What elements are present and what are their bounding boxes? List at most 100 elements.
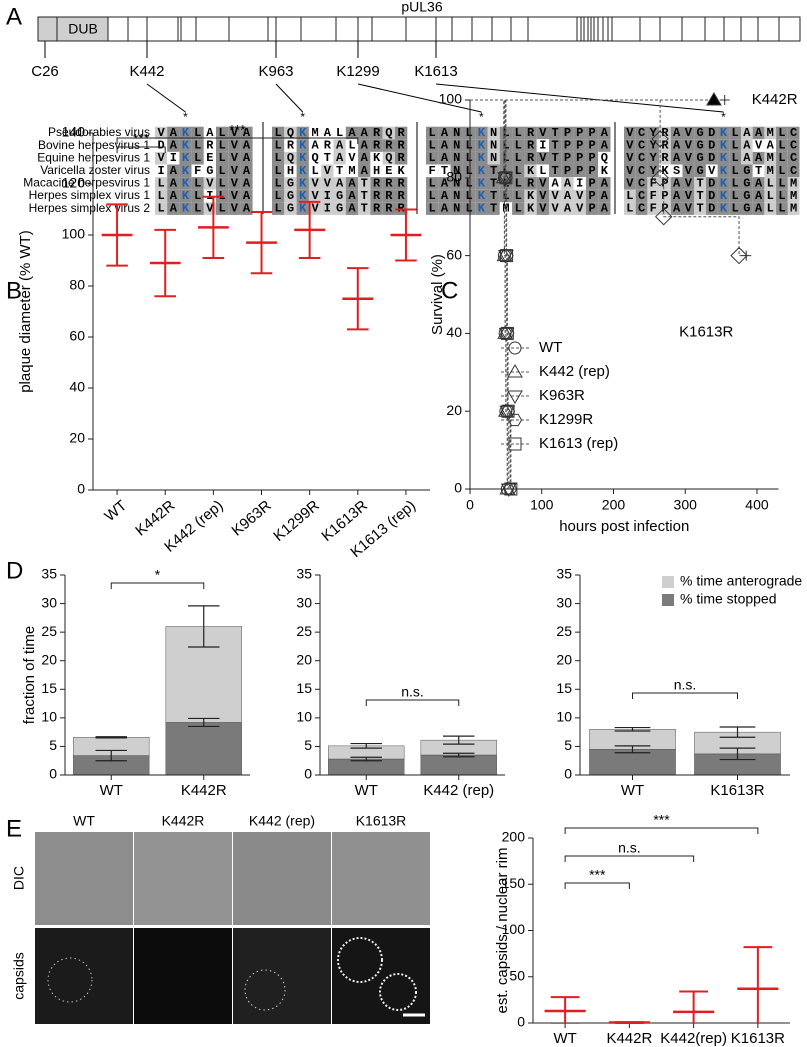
residue-shade	[155, 177, 168, 190]
residue-shade	[475, 126, 488, 140]
residue-shade	[499, 126, 513, 140]
residue-shade	[787, 202, 800, 215]
residue-shade	[358, 189, 371, 203]
survival-marker	[499, 405, 516, 420]
residue-shade	[729, 126, 741, 140]
residue-shade	[296, 164, 309, 178]
comparison-bracket	[564, 855, 695, 862]
site-connector	[357, 83, 482, 113]
residue-shade	[647, 189, 660, 203]
residue-shade	[450, 126, 463, 140]
residue-shade	[561, 139, 574, 152]
y-tick-label: 60	[69, 328, 85, 344]
site-label: K442	[129, 63, 164, 80]
panel-label: C	[441, 277, 458, 304]
residue-shade	[549, 177, 562, 190]
residue-shade	[475, 202, 488, 215]
residue-shade	[561, 202, 574, 215]
residue-shade	[167, 151, 180, 165]
y-tick-label: 20	[69, 430, 85, 446]
residue-shade	[573, 126, 586, 140]
residue-shade	[438, 151, 451, 165]
error-bar	[614, 745, 651, 754]
residue-shade	[741, 126, 753, 140]
x-tick-label: WT	[100, 782, 123, 799]
residue-shade	[358, 139, 371, 152]
residue-shade	[717, 202, 730, 215]
legend-label: % time stopped	[680, 591, 777, 607]
bar-segment	[165, 722, 242, 776]
legend-marker	[508, 341, 522, 355]
residue-shade	[228, 126, 241, 140]
residue-shade	[308, 189, 322, 203]
residue-shade	[426, 189, 439, 203]
y-tick-label: 5	[49, 737, 57, 753]
residue-shade	[741, 139, 753, 152]
residue-shade	[345, 126, 359, 140]
error-bar	[719, 726, 756, 738]
residue-shade	[395, 151, 408, 165]
residue-shade	[475, 139, 488, 152]
y-tick-label: 200	[502, 829, 526, 845]
error-cap	[250, 211, 273, 275]
residue-shade	[573, 139, 586, 152]
error-cap	[395, 208, 417, 262]
legend-label: WT	[539, 339, 562, 356]
survival-line	[470, 99, 508, 489]
residue-shade	[426, 202, 439, 215]
residue-shade	[284, 151, 297, 165]
residue-shade	[524, 164, 537, 178]
y-tick-label: 25	[41, 623, 57, 639]
species-label: Varicella zoster virus	[40, 163, 150, 177]
residue-shade	[764, 126, 777, 140]
survival-marker	[651, 130, 669, 148]
residue-shade	[670, 202, 683, 215]
residue-shade	[598, 189, 611, 203]
residue-shade	[240, 151, 253, 165]
residue-shade	[203, 177, 216, 190]
residue-shade	[670, 189, 683, 203]
residue-shade	[624, 151, 636, 165]
species-label: Herpes simplex virus 2	[29, 201, 151, 215]
residue-shade	[296, 202, 309, 215]
y-tick-label: 0	[49, 766, 57, 782]
y-tick-label: 35	[41, 566, 57, 582]
x-tick-label: WT	[101, 497, 130, 525]
residue-shade	[659, 126, 671, 140]
residue-shade	[524, 177, 537, 190]
residue-shade	[240, 139, 253, 152]
residue-shade	[659, 151, 671, 165]
x-tick-label: 100	[530, 497, 554, 513]
species-label: Equine herpesvirus 1	[37, 150, 150, 164]
residue-shade	[450, 189, 463, 203]
residue-shade	[296, 189, 309, 203]
residue-shade	[333, 177, 346, 190]
residue-shade	[549, 151, 562, 165]
residue-shade	[216, 126, 229, 140]
comparison-bracket	[564, 827, 759, 834]
x-tick-label: K442 (rep)	[423, 782, 494, 799]
residue-shade	[573, 151, 586, 165]
residue-shade	[635, 202, 648, 215]
y-tick-label: 25	[556, 623, 572, 639]
residue-shade	[216, 202, 229, 215]
residue-shade	[752, 202, 765, 215]
residue-shade	[585, 151, 599, 165]
residue-shade	[536, 202, 549, 215]
residue-shade	[450, 151, 463, 165]
residue-shade	[462, 126, 476, 140]
residue-shade	[694, 202, 706, 215]
residue-shade	[647, 126, 660, 140]
residue-shade	[228, 189, 241, 203]
residue-shade	[624, 202, 636, 215]
residue-shade	[717, 139, 730, 152]
residue-shade	[694, 177, 706, 190]
bar-segment	[589, 749, 676, 776]
y-tick-label: 15	[556, 680, 572, 696]
residue-shade	[524, 202, 537, 215]
legend-label: K963R	[539, 387, 585, 404]
